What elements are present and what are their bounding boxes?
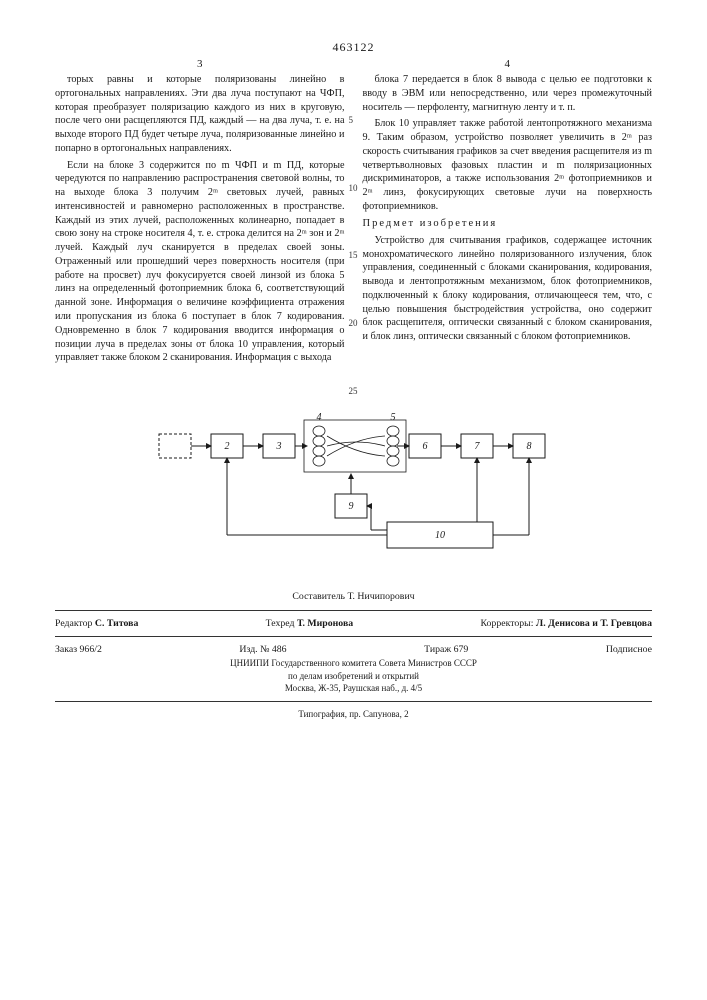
pub-row: Заказ 966/2 Изд. № 486 Тираж 679 Подписн… <box>55 643 652 657</box>
edition-num: Изд. № 486 <box>239 643 286 657</box>
svg-text:10: 10 <box>435 530 445 541</box>
subscription: Подписное <box>606 643 652 657</box>
svg-text:6: 6 <box>422 441 427 452</box>
svg-text:4: 4 <box>316 412 321 423</box>
svg-text:7: 7 <box>474 441 480 452</box>
editor-cell: Редактор С. Титова <box>55 617 138 631</box>
correctors-names: Л. Денисова и Т. Гревцова <box>536 618 652 629</box>
printer-line: Типография, пр. Сапунова, 2 <box>55 708 652 721</box>
svg-text:9: 9 <box>348 501 353 512</box>
correctors-cell: Корректоры: Л. Денисова и Т. Гревцова <box>480 617 652 631</box>
org-line-1: ЦНИИПИ Государственного комитета Совета … <box>55 657 652 670</box>
line-marker: 20 <box>349 316 358 330</box>
tech-editor-label: Техред <box>266 618 295 629</box>
footer-rule <box>55 701 652 702</box>
right-p3: Устройство для считывания графиков, соде… <box>363 234 653 344</box>
footer-rule <box>55 610 652 611</box>
svg-text:2: 2 <box>224 441 229 452</box>
line-marker: 5 <box>349 113 358 127</box>
compiler-label: Составитель <box>292 591 345 602</box>
diagram-container: 4 5 2 3 6 7 8 9 10 <box>55 394 652 564</box>
text-columns: 3 торых равны и которые поляризованы лин… <box>55 73 652 368</box>
left-p1: торых равны и которые поляризованы линей… <box>55 73 345 156</box>
left-p2: Если на блоке 3 содержится по m ЧФП и m … <box>55 159 345 365</box>
tech-editor-cell: Техред Т. Миронова <box>266 617 353 631</box>
footer-rule <box>55 636 652 637</box>
page-num-right: 4 <box>505 57 511 72</box>
org-line-2: по делам изобретений и открытий <box>55 670 652 683</box>
right-column: 4 5 10 15 20 25 блока 7 передается в бло… <box>363 73 653 368</box>
right-p2: Блок 10 управляет также работой лентопро… <box>363 117 653 213</box>
document-number: 463122 <box>55 40 652 55</box>
line-marker: 10 <box>349 181 358 195</box>
line-marker: 15 <box>349 249 358 263</box>
editor-row: Редактор С. Титова Техред Т. Миронова Ко… <box>55 617 652 631</box>
compiler-name: Т. Ничипорович <box>347 591 414 602</box>
svg-text:5: 5 <box>390 412 395 423</box>
line-marker: 25 <box>349 384 358 398</box>
svg-text:8: 8 <box>526 441 531 452</box>
subject-heading: Предмет изобретения <box>363 217 653 231</box>
right-p1: блока 7 передается в блок 8 вывода с цел… <box>363 73 653 114</box>
line-number-gutter: 5 10 15 20 25 <box>349 73 358 398</box>
block-diagram: 4 5 2 3 6 7 8 9 10 <box>149 394 559 564</box>
editor-label: Редактор <box>55 618 92 629</box>
editor-name: С. Титова <box>95 618 138 629</box>
circulation: Тираж 679 <box>424 643 468 657</box>
page: 463122 3 торых равны и которые поляризов… <box>0 0 707 1000</box>
svg-text:3: 3 <box>275 441 281 452</box>
left-column: 3 торых равны и которые поляризованы лин… <box>55 73 345 368</box>
compiler-line: Составитель Т. Ничипорович <box>55 590 652 604</box>
tech-editor-name: Т. Миронова <box>297 618 353 629</box>
correctors-label: Корректоры: <box>480 618 533 629</box>
page-num-left: 3 <box>197 57 203 72</box>
footer: Составитель Т. Ничипорович Редактор С. Т… <box>55 590 652 720</box>
order-num: Заказ 966/2 <box>55 643 102 657</box>
address-line: Москва, Ж-35, Раушская наб., д. 4/5 <box>55 682 652 695</box>
